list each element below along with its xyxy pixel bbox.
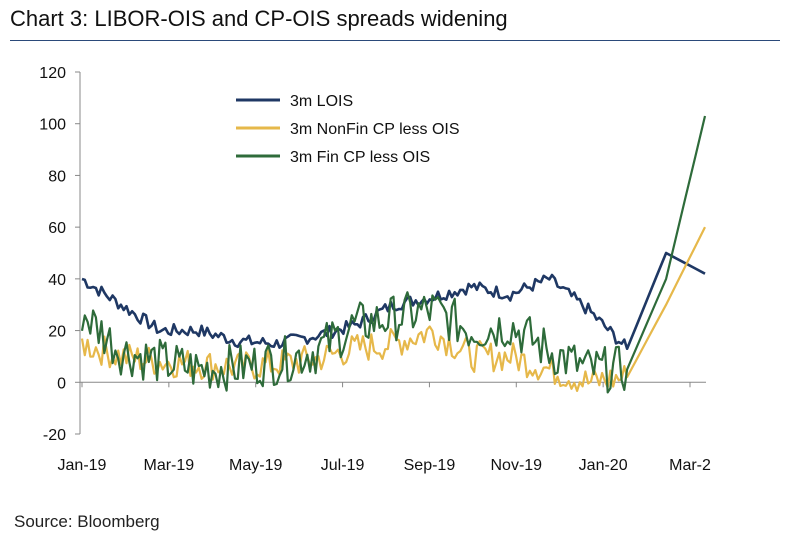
series-line: [80, 115, 707, 394]
chart-title: Chart 3: LIBOR-OIS and CP-OIS spreads wi…: [10, 6, 508, 31]
series-line: [80, 226, 706, 392]
legend-label: 3m Fin CP less OIS: [290, 149, 430, 166]
x-tick-label: Sep-19: [404, 457, 456, 474]
x-tick-label: Mar-2: [669, 457, 711, 474]
legend-label: 3m LOIS: [290, 93, 353, 110]
x-tick-label: May-19: [229, 457, 282, 474]
x-axis: Jan-19 Mar-19 May-19 Jul-19 Sep-19 Nov-19 Jan-…: [58, 381, 711, 474]
source-note: Source: Bloomberg: [14, 512, 160, 531]
title-rule: [10, 40, 780, 41]
y-tick-label: 120: [39, 65, 66, 82]
y-tick-label: 100: [39, 117, 66, 134]
y-tick-label: 80: [48, 168, 66, 185]
x-tick-label: Mar-19: [144, 457, 195, 474]
y-tick-label: 60: [48, 220, 66, 237]
y-tick-label: -20: [43, 427, 66, 444]
legend: 3m LOIS 3m NonFin CP less OIS 3m Fin CP le…: [236, 93, 460, 166]
y-tick-label: 40: [48, 272, 66, 289]
x-tick-label: Jul-19: [321, 457, 365, 474]
line-chart: -20 0 20 40 60 80 100 120 Jan-19 Mar-19 May-19 Jul…: [39, 65, 711, 474]
x-tick-label: Nov-19: [490, 457, 542, 474]
y-axis: -20 0 20 40 60 80 100 120: [39, 65, 81, 444]
series-lines: [80, 115, 707, 394]
series-line: [81, 251, 706, 350]
x-tick-label: Jan-19: [58, 457, 107, 474]
legend-label: 3m NonFin CP less OIS: [290, 121, 460, 138]
y-tick-label: 0: [57, 375, 66, 392]
x-tick-label: Jan-20: [579, 457, 628, 474]
y-tick-label: 20: [48, 324, 66, 341]
